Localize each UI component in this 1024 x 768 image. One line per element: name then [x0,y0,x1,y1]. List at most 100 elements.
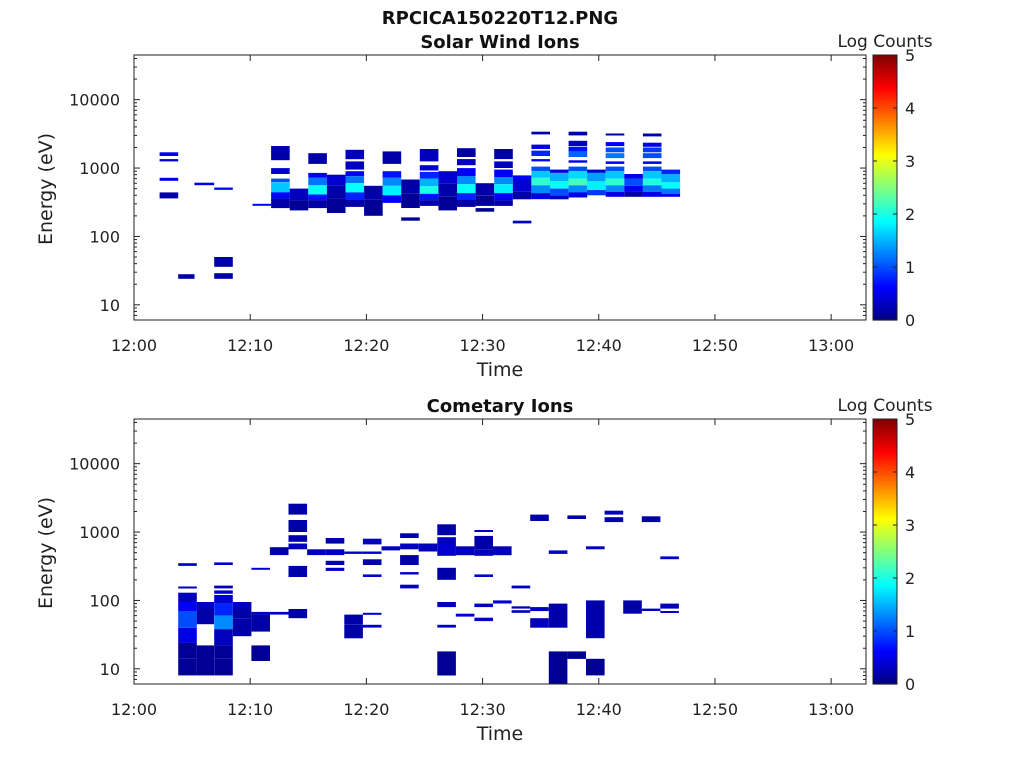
x-tick-label: 13:00 [808,336,854,355]
x-tick-label: 12:30 [460,336,506,355]
colorbar-segment [873,460,897,464]
data-cell [548,651,568,684]
colorbar-segment [873,531,897,535]
data-cell [641,608,661,611]
data-cell [494,161,513,168]
data-cell [531,193,550,200]
colorbar-segment [873,229,897,233]
colorbar-segment [873,591,897,595]
data-cell [567,651,586,659]
colorbar-segment [873,536,897,539]
colorbar-segment [873,443,897,447]
colorbar-segment [873,617,897,621]
data-cell [623,600,642,614]
data-cell [196,645,215,676]
colorbar-segment [873,438,897,442]
data-cell [178,274,195,279]
data-cell [362,538,382,545]
data-cell [419,171,439,179]
colorbar-segment [873,143,897,147]
data-cell [494,169,513,177]
colorbar-segment [873,176,897,180]
data-cell [288,543,308,550]
data-cell [624,174,643,179]
x-tick-label: 12:40 [576,336,622,355]
colorbar-segment [873,85,897,89]
colorbar-segment [873,68,897,72]
data-cell [269,547,289,556]
data-cell [605,153,625,159]
colorbar-segment [873,264,897,268]
data-cell [494,149,513,160]
colorbar-segment [873,507,897,511]
data-cell [362,624,382,628]
data-cell [550,195,569,200]
data-cell [604,517,624,523]
colorbar-segment [873,83,897,87]
colorbar-segment [873,635,897,639]
colorbar-segment [873,110,897,114]
colorbar-segment [873,317,897,321]
data-cell [604,510,624,515]
colorbar-segment [873,494,897,497]
colorbar-segment [873,547,897,550]
colorbar-segment [873,220,897,224]
colorbar-segment [873,513,897,517]
colorbar-segment [873,628,897,632]
data-cell [474,535,493,550]
colorbar-segment [873,136,897,140]
colorbar-segment [873,606,897,610]
data-cell [400,555,419,565]
data-cell [642,185,662,192]
colorbar-segment [873,544,897,548]
data-cell [438,171,457,184]
y-tick-label: 100 [89,591,120,610]
data-cell [214,257,233,267]
data-cell [475,195,495,206]
data-cell [661,169,681,174]
data-cell [308,177,327,186]
data-cell [587,169,606,173]
data-cell [605,185,625,192]
data-cell [531,185,550,194]
colorbar-segment [873,502,897,506]
colorbar-segment [873,77,897,80]
data-cell [642,133,662,137]
data-cell [493,600,512,604]
colorbar-segment [873,72,897,76]
colorbar-segment [873,214,897,217]
y-tick-label: 10000 [69,455,120,474]
colorbar-tick-label: 3 [905,152,915,171]
data-cell [550,169,569,173]
data-cell [214,629,233,646]
colorbar-segment [873,425,897,429]
colorbar-segment [873,81,897,85]
data-cell [214,658,233,676]
data-cell [568,146,588,152]
colorbar-segment [873,447,897,451]
data-cell [344,624,363,639]
data-cell [251,645,270,661]
data-cell [474,574,493,577]
colorbar-segment [873,469,897,473]
colorbar-segment [873,580,897,584]
solar-wind-panel: Solar Wind Ions Log Counts Time Energy (… [35,32,933,381]
colorbar-segment [873,302,897,306]
data-cell [568,166,588,172]
colorbar-segment [873,293,897,297]
data-cell [661,182,681,189]
data-cell [251,567,270,570]
data-cell [214,615,233,630]
colorbar-segment [873,597,897,601]
data-cell [568,151,588,157]
colorbar-segment [873,130,897,133]
data-cell [457,159,476,166]
data-cell [325,538,345,544]
colorbar-segment [873,472,897,475]
data-cell [642,191,662,197]
data-cell [550,172,569,182]
data-cell [457,176,476,185]
colorbar-segment [873,498,897,502]
colorbar-segment [873,611,897,614]
data-cell [288,565,308,577]
